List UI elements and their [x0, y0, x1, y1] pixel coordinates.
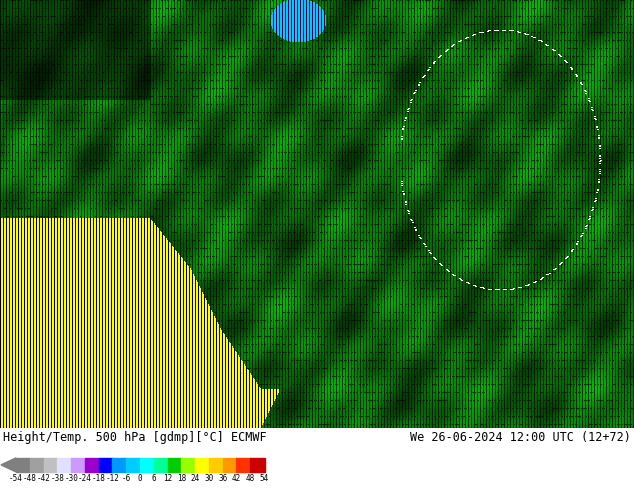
Bar	[223, 458, 237, 472]
Bar	[57, 458, 72, 472]
Text: 30: 30	[204, 474, 214, 483]
Bar	[181, 458, 196, 472]
Bar	[250, 458, 264, 472]
Bar	[167, 458, 182, 472]
Text: 0: 0	[138, 474, 142, 483]
Text: 12: 12	[163, 474, 172, 483]
Bar	[71, 458, 86, 472]
Text: Height/Temp. 500 hPa [gdmp][°C] ECMWF: Height/Temp. 500 hPa [gdmp][°C] ECMWF	[3, 431, 267, 444]
Text: -18: -18	[92, 474, 106, 483]
Polygon shape	[1, 458, 16, 472]
Text: 18: 18	[177, 474, 186, 483]
Bar	[126, 458, 141, 472]
Text: 6: 6	[152, 474, 156, 483]
Bar	[209, 458, 223, 472]
Text: -42: -42	[37, 474, 51, 483]
Text: -24: -24	[78, 474, 92, 483]
Bar	[236, 458, 250, 472]
Text: We 26-06-2024 12:00 UTC (12+72): We 26-06-2024 12:00 UTC (12+72)	[410, 431, 631, 444]
Text: -30: -30	[64, 474, 78, 483]
Bar	[154, 458, 168, 472]
Text: 36: 36	[218, 474, 228, 483]
Text: -12: -12	[105, 474, 119, 483]
Text: -38: -38	[50, 474, 64, 483]
Bar	[195, 458, 209, 472]
Bar	[140, 458, 154, 472]
Text: 48: 48	[245, 474, 255, 483]
Text: 42: 42	[232, 474, 241, 483]
Bar	[16, 458, 30, 472]
Text: 54: 54	[259, 474, 269, 483]
Bar	[85, 458, 99, 472]
Text: 24: 24	[190, 474, 200, 483]
Bar	[44, 458, 58, 472]
Bar	[30, 458, 44, 472]
Text: -54: -54	[9, 474, 23, 483]
Bar	[99, 458, 113, 472]
Bar	[112, 458, 127, 472]
Text: -48: -48	[23, 474, 37, 483]
Text: -6: -6	[122, 474, 131, 483]
